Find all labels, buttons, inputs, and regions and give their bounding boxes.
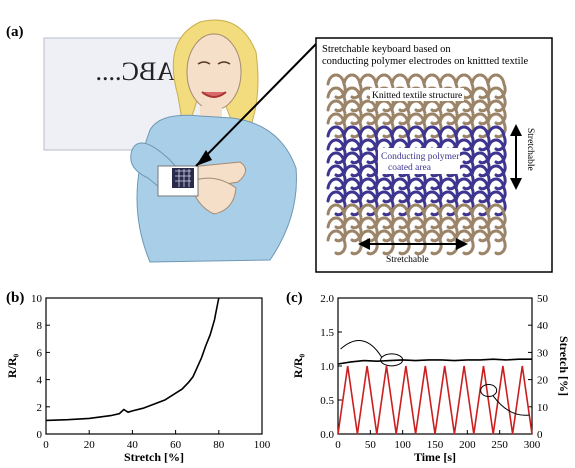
x-tick-label: 250 [491,439,508,451]
stretch-vertical-label: Stretchable [525,128,535,171]
knit-row [326,203,507,230]
x-tick-label: 60 [170,439,182,451]
x-tick-label: 100 [394,439,411,451]
panel-b-label: (b) [6,290,24,306]
x-axis-label: Time [s] [414,450,456,464]
annotation-ellipse-stretch [480,383,498,397]
figure-panel-a: (a) ABC.... Stretchable keyboard based o… [6,19,553,273]
y-right-tick-label: 50 [537,293,549,305]
series-0-line [45,297,220,422]
y-tick-label: 0.0 [320,429,334,441]
person-illustration [130,19,297,263]
knit-row [326,99,507,126]
plot-frame [45,297,263,435]
x-tick-label: 300 [524,439,541,451]
x-tick-label: 150 [427,439,444,451]
y-right-tick-label: 30 [537,347,549,359]
annotation-ellipse-resistance [380,353,404,367]
y-tick-label: 6 [37,347,43,359]
stretch-horizontal-label: Stretchable [386,255,429,265]
annotation-arrow-left-axis [340,340,383,358]
y-tick-label: 0.5 [320,395,334,407]
hand [189,177,237,215]
x-axis-label: Stretch [%] [124,450,184,464]
x-tick-label: 50 [365,439,377,451]
coated-label-line2: coated area [388,163,432,173]
x-tick-label: 0 [43,439,49,451]
coated-label-line1: Conducting polymer [381,152,460,162]
y-right-tick-label: 20 [537,375,549,387]
y-tick-label: 10 [31,293,43,305]
y-tick-label: 4 [37,375,43,387]
chart-c: (c)0 50 100 150 200 250 3000.00.51.01.52.0Time… [286,290,571,464]
panel-a-label: (a) [6,24,24,40]
y-tick-label: 2 [37,402,43,414]
y-axis-label: R/R₀ [291,353,305,378]
vertical-stretch-arrow: Stretchable [510,124,535,190]
y-tick-label: 8 [37,320,43,332]
y-axis-label: R/R₀ [5,353,19,378]
y-tick-label: 2.0 [320,293,334,305]
knit-row [326,125,507,152]
knit-row [326,177,507,204]
annotation-arrow-right-axis [492,395,530,416]
chart-b: (b) 0 20 40 60 80 100 0 2 4 6 8 10 Stretch [%] R/R₀ [5,290,271,464]
x-tick-label: 40 [127,439,139,451]
x-tick-label: 100 [254,439,271,451]
y-tick-label: 1.0 [320,361,334,373]
inset-title-line2: conducting polymer electrodes on knittte… [322,56,528,67]
knit-row [326,164,507,191]
y-tick-label: 0 [37,429,43,441]
y-right-tick-label: 40 [537,320,549,332]
x-tick-label: 200 [459,439,476,451]
knit-row [326,190,507,217]
panel-c-label: (c) [286,290,303,306]
x-tick-label: 80 [213,439,225,451]
series-0-line [337,358,532,365]
y-right-tick-label: 0 [537,429,543,441]
knit-row [326,73,507,100]
y-right-tick-label: 10 [537,402,549,414]
pointer-arrow [195,43,317,167]
y-right-axis-label: Stretch [%] [557,336,571,396]
y-tick-label: 1.5 [320,327,334,339]
textile-keyboard [172,168,194,188]
knit-label: Knitted textile structure [372,91,462,101]
x-tick-label: 0 [335,439,341,451]
series-1-line [337,365,533,435]
face [186,33,242,111]
horizontal-stretch-arrow: Stretchable [358,238,468,265]
knit-row [326,216,507,243]
screen-text: ABC.... [96,57,175,86]
x-tick-label: 20 [84,439,96,451]
inset-title-line1: Stretchable keyboard based on [322,44,451,55]
knit-row [326,112,507,139]
